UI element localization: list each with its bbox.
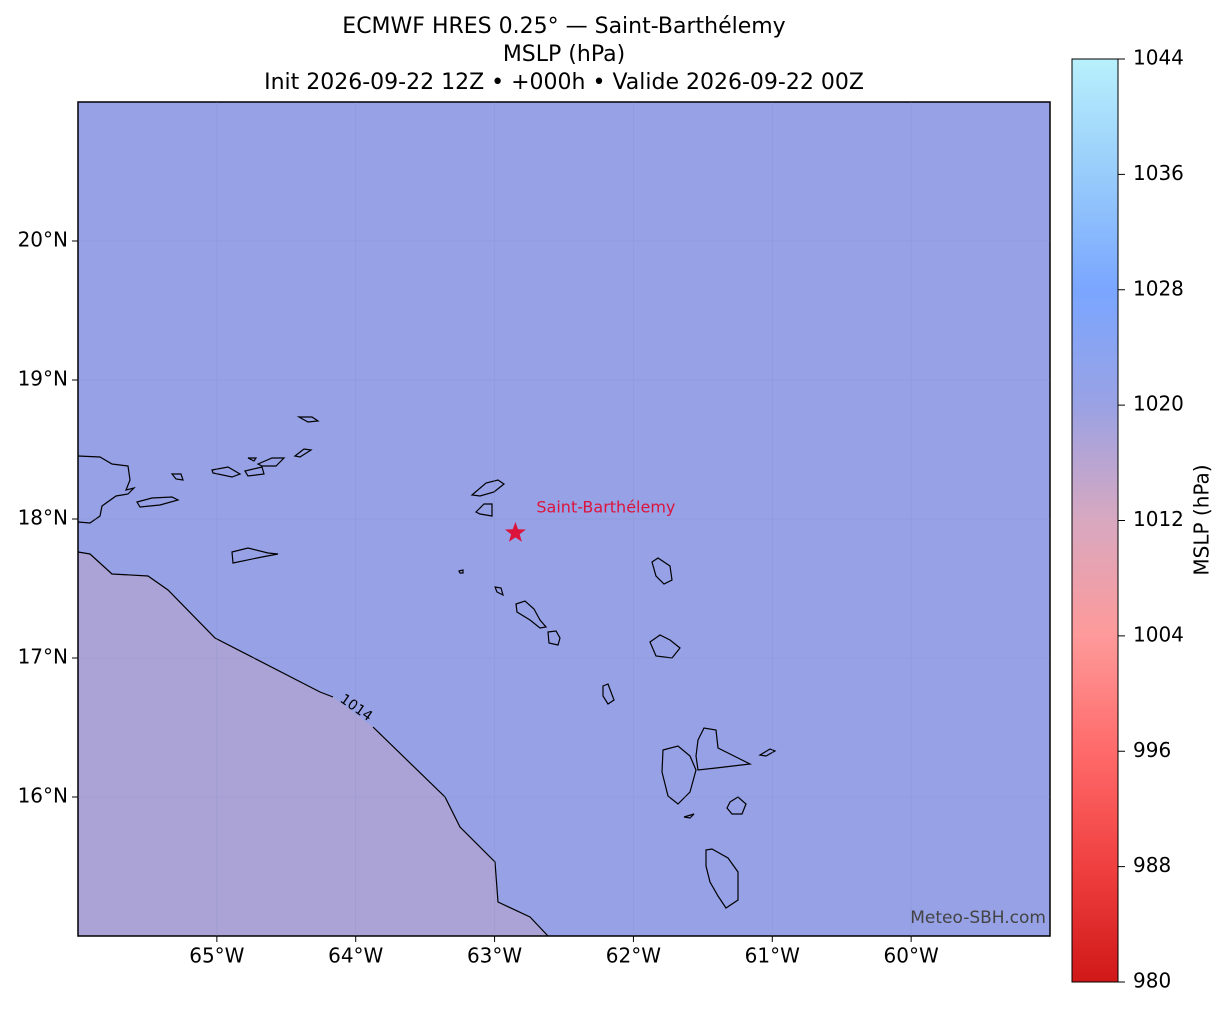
colorbar-tick-label: 980 — [1133, 969, 1171, 993]
colorbar-tick-label: 996 — [1133, 738, 1171, 762]
y-tick-label: 16°N — [18, 784, 68, 808]
colorbar-tick-label: 1020 — [1133, 392, 1184, 416]
colorbar-label: MSLP (hPa) — [1190, 464, 1214, 575]
x-tick-label: 63°W — [467, 944, 522, 968]
x-tick-label: 65°W — [189, 944, 244, 968]
colorbar-tick-label: 1044 — [1133, 46, 1184, 70]
colorbar — [1071, 58, 1119, 983]
x-tick-label: 61°W — [745, 944, 800, 968]
title: MSLP (hPa) — [503, 42, 625, 67]
coastlines — [77, 416, 777, 909]
y-tick-label: 17°N — [18, 645, 68, 669]
x-tick-label: 60°W — [884, 944, 939, 968]
x-tick-label: 62°W — [606, 944, 661, 968]
watermark: Meteo-SBH.com — [910, 908, 1046, 928]
colorbar-tick-label: 1012 — [1133, 507, 1184, 531]
y-tick-label: 20°N — [18, 228, 68, 252]
location-label: Saint-Barthélemy — [536, 497, 675, 516]
colorbar-tick-label: 1028 — [1133, 276, 1184, 300]
colorbar-tick-label: 1004 — [1133, 622, 1184, 646]
contour — [77, 551, 334, 698]
y-tick-label: 18°N — [18, 506, 68, 530]
colorbar-tick-label: 1036 — [1133, 161, 1184, 185]
pressure-field-low — [78, 552, 548, 936]
location-marker — [504, 521, 526, 542]
title: Init 2026-09-22 12Z • +000h • Valide 202… — [264, 70, 864, 95]
title: ECMWF HRES 0.25° — Saint-Barthélemy — [342, 14, 785, 39]
y-tick-label: 19°N — [18, 367, 68, 391]
colorbar-tick-label: 988 — [1133, 853, 1171, 877]
x-tick-label: 64°W — [328, 944, 383, 968]
